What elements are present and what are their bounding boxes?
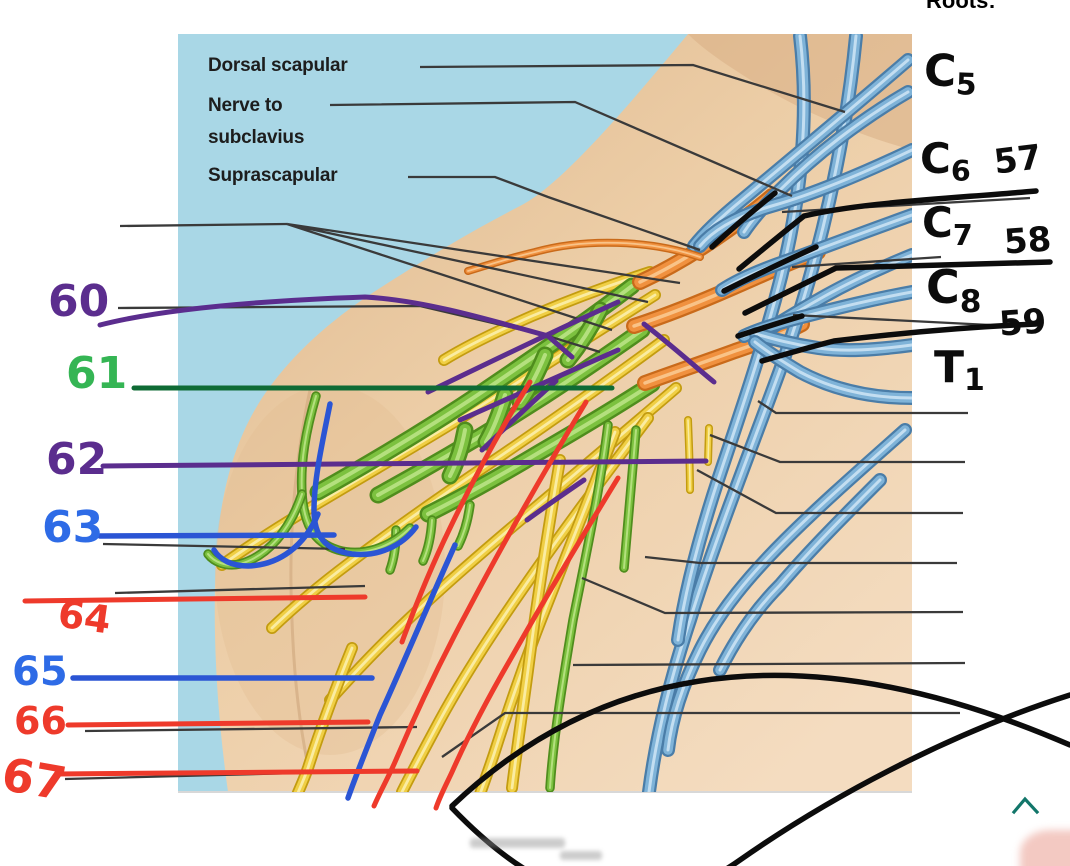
scroll-to-top-button[interactable] [1002,790,1042,822]
leader-right-7 [441,711,960,758]
hand-trace-red-b [433,475,621,811]
deltoid-shading [215,385,445,755]
hand-trace-red-a [371,399,589,809]
label-nerve-to: Nerve to [208,95,283,116]
leader-dorsal-scapular [419,63,846,114]
hand-line-66-red [65,719,371,728]
root-letter: C [926,260,960,314]
answer-number-57: 57 [991,137,1044,183]
leader-right-1 [757,400,968,415]
chevron-up-icon [1011,796,1040,814]
hand-line-to-58 [742,259,1053,316]
root-sub: 6 [950,153,971,188]
blurred-watermark-text-2 [560,851,602,860]
label-dorsal-scapular: Dorsal scapular [208,55,348,76]
answer-number-58: 58 [1002,219,1053,263]
leader-right-2 [709,433,965,464]
hand-arc-upper [449,672,1070,809]
root-label-c6: C6 [920,138,971,186]
hand-line-62-purple [100,458,709,469]
leader-right-4 [644,555,957,565]
leader-63-companion [102,542,346,551]
roots-heading: Roots: [926,0,996,13]
hand-trace-purple-e [524,477,587,523]
root-letter: C [923,45,958,98]
leader-64-companion [114,584,366,595]
hand-trace-purple-c [641,321,717,385]
answer-number-61: 61 [66,348,128,399]
label-subclavius: subclavius [208,127,305,148]
blurred-watermark-text [470,838,565,848]
hand-tick-middle-trunk-a [721,244,819,294]
hand-trace-purple-a [425,299,621,395]
hand-arc-lower [449,692,1070,866]
leader-right-6 [572,661,966,667]
hand-trace-65-blue [345,542,458,801]
leader-left-fan-stem [119,222,288,228]
hand-line-to-57 [736,188,1039,272]
leader-nerve-to-subclavius [329,100,793,198]
root-sub: 1 [964,363,985,399]
root-sub: 5 [955,67,978,104]
printed-leader-lines [64,63,1031,781]
answer-number-63: 63 [42,502,104,553]
hand-line-64-red [22,594,368,604]
answer-number-59: 59 [997,301,1048,345]
leader-left-fan-branches [286,222,681,332]
root-letter: C [920,134,951,183]
leader-right-3 [696,468,963,515]
root-sub: 8 [959,283,982,320]
hand-trace-red-c [399,379,533,645]
answer-number-62: 62 [46,434,108,485]
leader-66-companion [84,725,418,733]
hand-marks-colored [22,294,717,811]
root-sub: 7 [952,217,973,252]
root-letter: C [922,198,953,247]
answer-number-60: 60 [48,276,110,327]
hand-line-to-59 [759,321,1039,364]
leader-suprascapular [408,175,701,252]
leader-right-c7 [791,255,942,269]
hand-line-60-purple [97,294,575,360]
answer-number-65: 65 [12,649,68,695]
root-label-c5: C5 [923,45,978,103]
answer-number-66: 66 [14,699,67,743]
hand-trace-purple-b [457,347,621,423]
answer-number-67: 67 [0,746,71,812]
root-letter: T [934,342,965,393]
hand-trace-63-blue-hook [211,511,321,569]
next-image-peek [1020,830,1070,866]
hand-marks-black [449,188,1070,866]
hand-trace-63-blue-j [311,401,419,558]
hand-tick-upper-trunk-a [709,190,778,250]
hand-tick-lower-trunk-a [735,313,805,339]
hand-line-67-red [54,768,420,777]
root-label-t1: T1 [934,346,985,396]
leader-right-c8 [792,313,991,327]
root-label-c8: C8 [926,264,982,317]
answer-number-64: 64 [55,591,114,643]
hand-line-63-blue [97,532,337,539]
leader-right-5 [581,576,964,615]
root-label-c7: C7 [922,202,973,250]
label-suprascapular: Suprascapular [208,165,338,186]
